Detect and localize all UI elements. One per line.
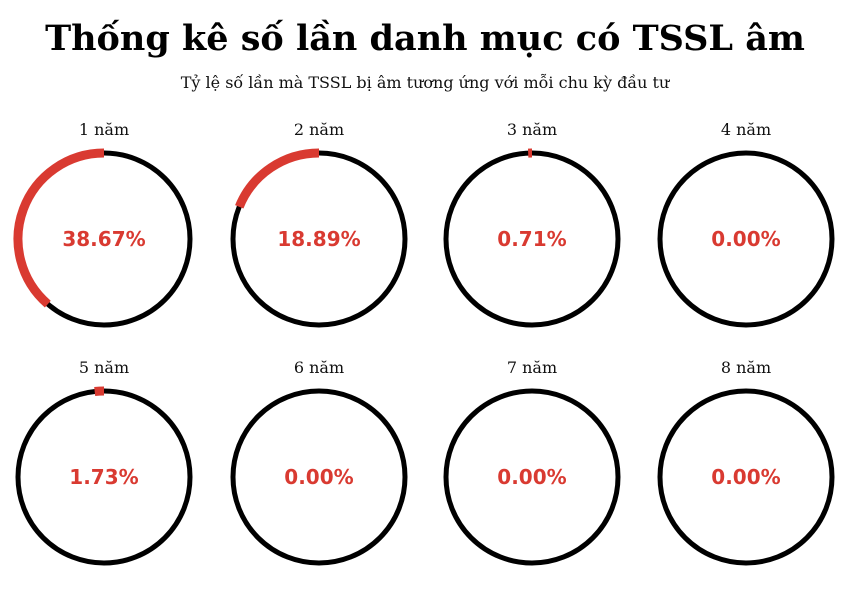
ring-label: 8 năm [721, 358, 771, 377]
ring-label: 4 năm [721, 120, 771, 139]
ring-value-label: 0.00% [284, 465, 353, 489]
ring-arc-value [235, 148, 320, 209]
chart-subtitle: Tỷ lệ số lần mà TSSL bị âm tương ứng với… [180, 73, 670, 92]
ring-chart-4: 4 năm 0.00% [657, 120, 835, 328]
ring-value-label: 0.00% [711, 227, 780, 251]
ring-label: 7 năm [507, 358, 557, 377]
ring-chart-8: 8 năm 0.00% [657, 358, 835, 566]
ring-track [657, 150, 835, 328]
ring-value-label: 38.67% [62, 227, 145, 251]
chart-title: Thống kê số lần danh mục có TSSL âm [45, 18, 805, 59]
ring-label: 5 năm [79, 358, 129, 377]
ring-label: 1 năm [79, 120, 129, 139]
ring-value-label: 0.00% [497, 465, 566, 489]
ring-label: 2 năm [294, 120, 344, 139]
ring-value-label: 0.71% [497, 227, 566, 251]
ring-track [230, 388, 408, 566]
ring-value-label: 18.89% [277, 227, 360, 251]
ring-value-label: 0.00% [711, 465, 780, 489]
ring-chart-1: 1 năm 38.67% [13, 120, 193, 328]
ring-chart-2: 2 năm 18.89% [230, 120, 408, 328]
ring-label: 6 năm [294, 358, 344, 377]
ring-chart-6: 6 năm 0.00% [230, 358, 408, 566]
ring-track [443, 388, 621, 566]
ring-value-label: 1.73% [69, 465, 138, 489]
ring-chart-3: 3 năm 0.71% [443, 120, 621, 328]
ring-arc-value [94, 386, 105, 396]
ring-chart-5: 5 năm 1.73% [15, 358, 193, 566]
ring-label: 3 năm [507, 120, 557, 139]
ring-track [657, 388, 835, 566]
ring-chart-7: 7 năm 0.00% [443, 358, 621, 566]
ring-arc-value [13, 148, 105, 308]
